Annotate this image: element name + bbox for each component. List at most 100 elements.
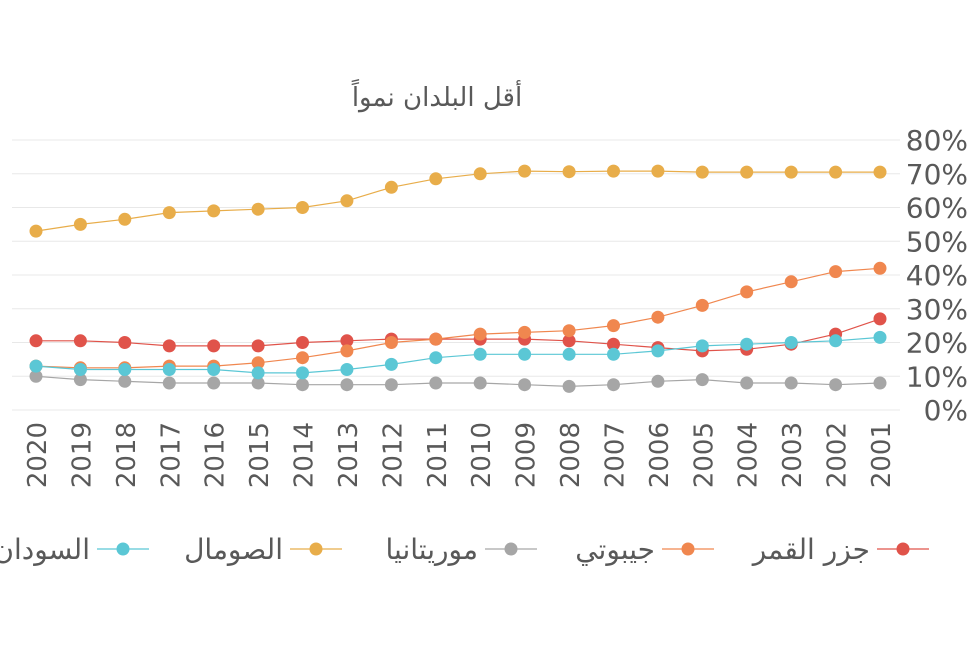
data-point: [562, 334, 576, 348]
legend-label: جزر القمر: [751, 533, 870, 566]
y-tick-label: 80%: [906, 124, 968, 157]
data-point: [473, 376, 487, 390]
data-point: [251, 339, 265, 353]
data-point: [429, 351, 443, 365]
data-point: [162, 339, 176, 353]
x-tick-label: 2016: [201, 422, 231, 488]
data-point: [607, 164, 620, 178]
data-point: [296, 366, 309, 380]
data-point: [695, 373, 709, 387]
data-point: [384, 378, 398, 392]
data-point: [384, 180, 398, 194]
legend-marker: [896, 542, 910, 556]
y-tick-label: 50%: [906, 225, 968, 258]
legend-label: جيبوتي: [575, 533, 655, 566]
data-point: [651, 164, 665, 178]
data-point: [518, 347, 532, 361]
data-point: [162, 363, 176, 376]
data-point: [296, 378, 309, 392]
data-point: [562, 347, 576, 361]
data-point: [429, 376, 443, 390]
data-point: [873, 376, 887, 390]
data-point: [207, 363, 221, 376]
data-point: [384, 357, 398, 371]
data-point: [207, 204, 221, 218]
data-point: [340, 363, 354, 376]
data-point: [784, 165, 798, 179]
data-point: [118, 336, 132, 349]
data-point: [251, 356, 265, 370]
data-point: [340, 378, 354, 392]
data-point: [340, 334, 354, 348]
y-tick-label: 70%: [906, 158, 968, 191]
data-point: [518, 325, 532, 339]
data-point: [784, 275, 798, 289]
series-3: [29, 369, 887, 393]
data-point: [695, 339, 709, 353]
legend-item-3: موريتانيا: [385, 533, 537, 566]
legend-label: الصومال: [184, 533, 283, 566]
x-tick-label: 2002: [823, 422, 853, 488]
legend-label: موريتانيا: [385, 533, 478, 566]
series-2: [29, 261, 887, 375]
legend-label: السودان: [0, 533, 90, 566]
y-tick-label: 40%: [906, 259, 968, 292]
x-tick-label: 2011: [423, 422, 453, 488]
x-tick-label: 2015: [245, 422, 275, 488]
data-point: [473, 167, 487, 181]
legend: جزر القمر جيبوتي موريتانيا الصومال السودان: [0, 533, 929, 566]
data-point: [207, 339, 221, 353]
x-tick-label: 2013: [334, 422, 364, 488]
series-line: [36, 318, 881, 352]
x-tick-label: 2018: [112, 422, 142, 488]
data-point: [118, 363, 132, 376]
legend-item-5: السودان: [0, 533, 149, 566]
y-tick-label: 60%: [906, 192, 968, 225]
data-point: [518, 164, 532, 178]
x-axis-ticks: 2001 2002 2003 2004 2005 2006 2007 2008 2009 2010…: [23, 422, 897, 488]
x-tick-label: 2004: [734, 422, 764, 488]
data-point: [873, 312, 887, 326]
data-point: [118, 212, 132, 226]
data-point: [829, 378, 843, 392]
data-point: [73, 373, 87, 387]
data-point: [296, 201, 309, 214]
x-tick-label: 2010: [467, 422, 497, 488]
x-tick-label: 2006: [645, 422, 675, 488]
x-tick-label: 2017: [156, 422, 186, 488]
x-tick-label: 2001: [867, 422, 897, 488]
series-line: [35, 267, 881, 369]
y-tick-label: 0%: [924, 394, 968, 427]
legend-marker: [681, 542, 695, 556]
gridlines: [12, 139, 900, 411]
data-point: [695, 298, 709, 312]
legend-marker: [309, 542, 323, 556]
legend-item-1: جزر القمر: [751, 533, 929, 566]
data-point: [829, 165, 843, 179]
data-point: [29, 359, 43, 373]
data-point: [251, 202, 265, 216]
y-tick-label: 10%: [906, 360, 968, 393]
data-point: [562, 379, 576, 393]
x-tick-label: 2008: [556, 422, 586, 488]
series-5: [29, 330, 887, 380]
data-point: [829, 265, 843, 279]
legend-item-2: جيبوتي: [575, 533, 714, 566]
data-point: [207, 376, 221, 390]
x-tick-label: 2019: [67, 422, 97, 488]
data-point: [607, 337, 620, 351]
data-point: [607, 378, 620, 392]
data-point: [118, 374, 132, 388]
data-point: [429, 172, 443, 186]
x-tick-label: 2014: [290, 422, 320, 488]
data-point: [162, 206, 176, 220]
data-point: [73, 334, 87, 348]
series-4: [29, 164, 887, 238]
data-point: [473, 327, 487, 341]
data-point: [873, 330, 887, 344]
data-point: [651, 374, 665, 388]
data-point: [873, 261, 887, 275]
data-point: [829, 334, 843, 348]
data-point: [251, 376, 265, 390]
